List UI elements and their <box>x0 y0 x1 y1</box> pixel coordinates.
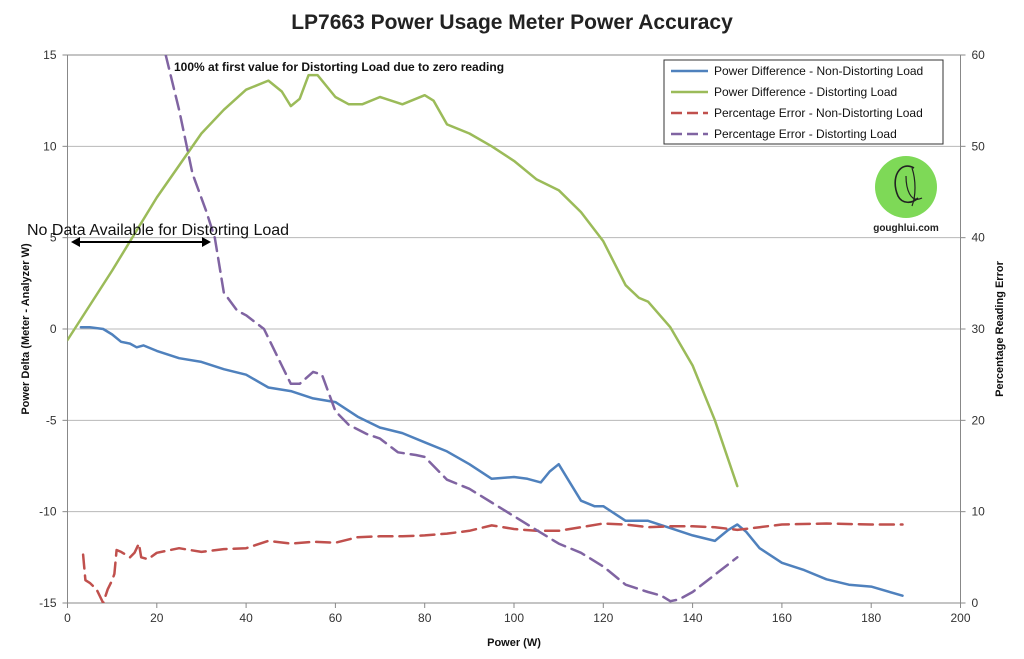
logo-mark-2 <box>905 167 923 207</box>
y-tick-label: -5 <box>46 413 57 427</box>
logo-circle <box>875 156 937 218</box>
series-line-1 <box>67 73 739 488</box>
y2-axis-ticks: 0 10 20 30 40 50 60 <box>960 48 986 610</box>
x-tick-label: 40 <box>239 611 253 625</box>
logo-mark <box>894 165 919 204</box>
y-axis-label: Power Delta (Meter - Analyzer W) <box>20 243 32 415</box>
y2-tick-label: 30 <box>972 322 986 336</box>
legend: Power Difference - Non-Distorting Load Po… <box>663 59 944 145</box>
y-tick-label: -10 <box>39 505 57 519</box>
y2-tick-label: 50 <box>972 139 986 153</box>
x-tick-label: 80 <box>418 611 432 625</box>
x-tick-label: 140 <box>683 611 703 625</box>
x-tick-label: 0 <box>64 611 71 625</box>
y-tick-label: 5 <box>50 231 57 245</box>
annotation-first-value: 100% at first value for Distorting Load … <box>174 60 504 74</box>
y-tick-label: 15 <box>43 48 57 62</box>
legend-label: Percentage Error - Distorting Load <box>714 127 897 141</box>
series-line-2 <box>81 522 904 603</box>
series-group <box>67 55 904 603</box>
series-line-0 <box>79 325 904 597</box>
x-axis-ticks: 0 20 40 60 80 100 120 140 160 180 200 <box>64 603 971 625</box>
y-axis-ticks: -15 -10 -5 0 5 10 15 <box>39 48 68 610</box>
y2-tick-label: 20 <box>972 413 986 427</box>
site-logo: goughlui.com <box>873 156 939 234</box>
legend-label: Power Difference - Non-Distorting Load <box>714 64 923 78</box>
legend-label: Power Difference - Distorting Load <box>714 85 897 99</box>
legend-label: Percentage Error - Non-Distorting Load <box>714 106 923 120</box>
x-tick-label: 200 <box>950 611 970 625</box>
x-tick-label: 20 <box>150 611 164 625</box>
chart-title: LP7663 Power Usage Meter Power Accuracy <box>291 11 733 34</box>
no-data-arrow <box>71 237 211 247</box>
x-tick-label: 100 <box>504 611 524 625</box>
y2-tick-label: 10 <box>972 505 986 519</box>
legend-box <box>663 59 944 145</box>
y2-axis-label: Percentage Reading Error <box>994 260 1006 396</box>
series-line-3 <box>164 55 739 603</box>
y-tick-label: 10 <box>43 139 57 153</box>
y-tick-label: 0 <box>50 322 57 336</box>
x-tick-label: 120 <box>593 611 613 625</box>
x-tick-label: 160 <box>772 611 792 625</box>
x-axis-label: Power (W) <box>487 637 541 649</box>
y-tick-label: -15 <box>39 596 57 610</box>
y2-tick-label: 60 <box>972 48 986 62</box>
y2-tick-label: 0 <box>972 596 979 610</box>
y2-tick-label: 40 <box>972 231 986 245</box>
x-tick-label: 60 <box>329 611 343 625</box>
x-tick-label: 180 <box>861 611 881 625</box>
logo-site-text: goughlui.com <box>873 223 939 234</box>
annotation-no-data: No Data Available for Distorting Load <box>27 222 289 239</box>
